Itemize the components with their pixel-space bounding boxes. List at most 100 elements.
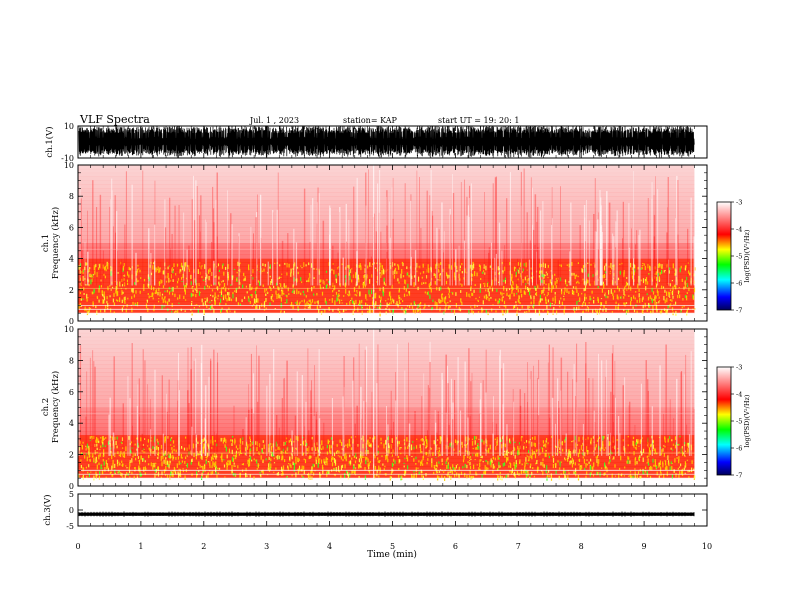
spectrogram-speckle [92,273,94,276]
spectrogram-streak [680,372,682,456]
spectrogram-speckle [139,290,141,294]
spectrogram-speckle [296,289,298,295]
spectrogram-speckle [123,275,125,277]
spectrogram-streak [533,365,534,456]
spectrogram-speckle [295,447,297,450]
spectrogram-streak [154,369,156,456]
spectrogram-speckle [253,298,256,304]
spectrogram-speckle [132,288,134,293]
spectrogram-speckle [558,475,560,480]
spectrogram-speckle [380,262,382,268]
spectrogram-speckle [161,280,163,284]
spectrogram-speckle [191,286,193,289]
spectrogram-speckle [80,263,82,267]
spectrogram-speckle [680,310,682,313]
spectrogram-speckle [327,439,329,445]
spectrogram-speckle [261,469,263,473]
spectrogram-speckle [601,288,603,293]
spectrogram-speckle [113,311,115,314]
spectrogram-speckle [96,438,98,444]
spectrogram-band [78,380,695,385]
spectrogram-speckle [642,469,644,475]
spectrogram-speckle [510,463,512,468]
spectrogram-speckle [512,287,514,290]
spectrogram-streak [109,206,111,286]
spectrogram-speckle [192,289,194,293]
spectrogram-streak [419,177,420,286]
spectrogram-speckle [625,285,627,288]
spectrogram-ytick-label: 6 [69,223,74,232]
spectrogram-speckle [360,465,362,469]
spectrogram-speckle [262,469,264,475]
spectrogram-speckle [176,263,179,267]
spectrogram-speckle [288,440,290,443]
spectrogram-speckle [81,271,83,274]
spectrogram-speckle [420,438,422,441]
spectrogram-speckle [349,472,351,477]
spectrogram-speckle [212,470,214,475]
spectrogram-speckle [384,465,386,468]
spectrogram-speckle [587,262,589,264]
spectrogram-speckle [180,474,182,477]
spectrogram-streak [529,240,531,286]
spectrogram-speckle [172,279,174,282]
spectrogram-speckle [95,305,97,309]
spectrogram-speckle [280,297,282,302]
spectrogram-speckle [612,440,614,443]
spectrogram-speckle [504,266,506,272]
spectrogram-speckle [453,448,455,451]
spectrogram-speckle [144,451,146,453]
spectrogram-speckle [159,267,161,273]
spectrogram-speckle [220,309,222,312]
spectrogram-streak [169,197,171,286]
spectrogram-speckle [499,475,501,480]
spectrogram-speckle [439,436,441,440]
spectrogram-speckle [270,281,272,285]
spectrogram-speckle [209,301,211,303]
spectrogram-speckle [355,467,357,469]
spectrogram-speckle [110,289,112,291]
spectrogram-streak [455,249,457,286]
spectrogram-speckle [648,452,650,457]
spectrogram-speckle [398,441,400,445]
spectrogram-speckle [100,309,102,313]
spectrogram-speckle [598,309,601,315]
spectrogram-streak [493,396,494,456]
spectrogram-speckle [191,473,193,476]
spectrogram-speckle [567,475,569,480]
spectrogram-speckle [256,286,258,289]
spectrogram-speckle [358,464,360,469]
spectrogram-speckle [217,263,219,267]
spectrogram-speckle [476,272,478,277]
spectrogram-band [78,474,695,479]
spectrogram-speckle [677,290,680,295]
spectrogram-speckle [352,310,354,315]
spectrogram-speckle [479,283,482,289]
spectrogram-speckle [362,281,364,285]
spectrogram-speckle [79,292,81,294]
spectrogram-speckle [466,475,468,479]
spectrogram-speckle [93,266,95,271]
spectrogram-speckle [671,280,673,282]
spectrogram-speckle [436,302,438,307]
spectrogram-streak [171,234,173,286]
spectrogram-speckle [608,441,610,447]
spectrogram-speckle [269,266,271,269]
spectrogram-speckle [659,300,661,302]
spectrogram-speckle [449,300,451,303]
spectrogram-speckle [332,282,334,288]
spectrogram-speckle [490,297,492,299]
spectrogram-speckle [341,441,343,446]
spectrogram-speckle [167,273,169,277]
spectrogram-speckle [206,299,208,303]
spectrogram-speckle [449,443,451,448]
spectrogram-speckle [681,446,683,449]
spectrogram-speckle [232,435,234,438]
spectrogram-speckle [195,289,197,291]
spectrogram-speckle [276,293,278,296]
spectrogram-speckle [559,306,561,308]
spectrogram-streak [79,345,82,456]
spectrogram-speckle [249,443,251,447]
spectrogram-speckle [418,309,420,312]
spectrogram-streak [437,411,439,456]
